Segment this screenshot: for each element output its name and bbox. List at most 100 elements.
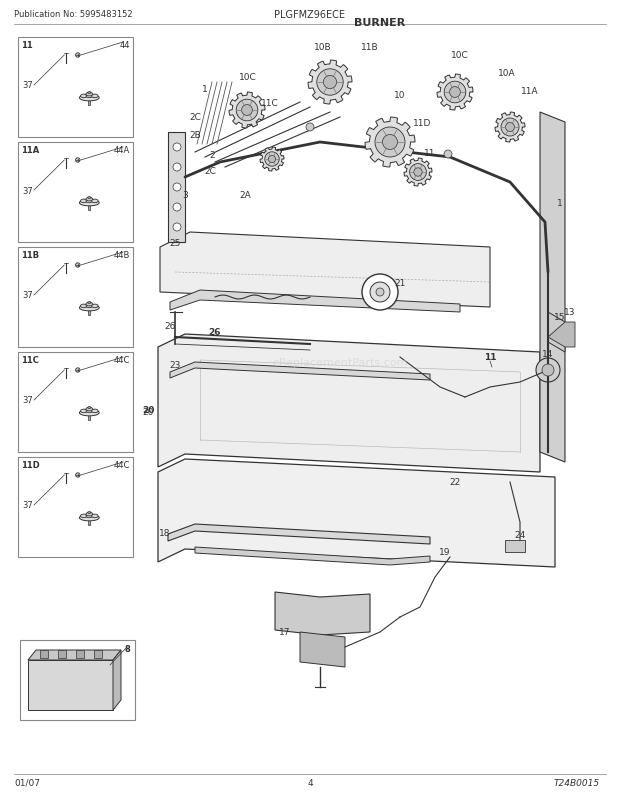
Text: 11D: 11D [21,460,40,469]
Text: 10B: 10B [314,43,332,52]
Ellipse shape [86,407,92,411]
Text: 13: 13 [564,308,576,317]
Polygon shape [308,61,352,105]
Bar [94,650,102,658]
Bar [58,650,66,658]
Circle shape [450,87,461,99]
Text: 11B: 11B [21,251,39,260]
Polygon shape [275,592,370,635]
Ellipse shape [79,306,99,311]
Text: 26: 26 [164,322,175,331]
Text: 44: 44 [120,41,130,50]
Bar [18,143,133,243]
Circle shape [76,54,80,58]
Ellipse shape [87,407,91,409]
Bar [40,650,48,658]
Circle shape [242,106,252,116]
Text: 15: 15 [554,313,565,322]
Circle shape [376,289,384,297]
Text: 11: 11 [424,148,436,157]
Polygon shape [195,547,430,565]
Circle shape [173,184,181,192]
Circle shape [76,368,80,373]
Circle shape [236,100,258,122]
Text: 4: 4 [307,778,313,787]
Text: eReplacementParts.com: eReplacementParts.com [272,358,408,367]
Polygon shape [158,460,555,567]
Text: 11: 11 [21,41,33,50]
Text: T24B0015: T24B0015 [554,778,600,787]
Bar [18,248,133,347]
Polygon shape [300,632,345,667]
Text: 2A: 2A [239,190,251,199]
Text: 11: 11 [484,353,496,362]
Polygon shape [170,363,430,380]
Ellipse shape [86,410,92,413]
Ellipse shape [81,95,87,99]
Circle shape [370,282,390,302]
Bar [76,650,84,658]
Text: 19: 19 [439,548,451,557]
Polygon shape [365,118,415,168]
Polygon shape [158,334,540,472]
Bar [88,204,91,211]
Text: 2: 2 [209,150,215,160]
Text: 37: 37 [22,396,33,405]
Ellipse shape [86,514,92,518]
Ellipse shape [92,305,98,308]
Text: 37: 37 [22,186,33,195]
Text: 10A: 10A [498,68,516,78]
Ellipse shape [86,305,92,308]
Polygon shape [404,159,432,187]
Text: 23: 23 [169,361,180,370]
Text: 24: 24 [515,530,526,539]
Circle shape [76,473,80,478]
Ellipse shape [81,410,87,413]
Circle shape [362,274,398,310]
Text: 18: 18 [159,528,170,537]
Circle shape [505,124,515,132]
Text: 17: 17 [279,628,291,637]
Circle shape [384,141,392,149]
Text: 11C: 11C [261,99,279,107]
Text: 11D: 11D [413,119,431,128]
Circle shape [317,70,343,96]
Text: 10: 10 [394,91,405,99]
Bar [88,308,91,315]
Circle shape [173,224,181,232]
Text: BURNER: BURNER [355,18,405,28]
Text: 37: 37 [22,81,33,91]
Text: 10C: 10C [451,51,469,59]
Text: 2B: 2B [189,131,201,140]
Ellipse shape [92,514,98,518]
Bar [505,541,525,553]
Polygon shape [229,93,265,129]
Ellipse shape [79,95,99,102]
Text: 26: 26 [209,328,221,337]
Ellipse shape [92,410,98,413]
Text: Publication No: 5995483152: Publication No: 5995483152 [14,10,133,19]
Circle shape [306,124,314,132]
Circle shape [173,204,181,212]
Text: 44C: 44C [113,355,130,365]
Text: 44B: 44B [113,251,130,260]
Text: 37: 37 [22,291,33,300]
Bar [28,660,113,710]
Text: 3: 3 [182,190,188,199]
Circle shape [76,159,80,163]
Polygon shape [160,233,490,308]
Bar [20,640,135,720]
Circle shape [173,164,181,172]
Bar [88,413,91,420]
Ellipse shape [81,305,87,308]
Bar [18,457,133,557]
Circle shape [383,136,397,150]
Ellipse shape [87,512,91,514]
Ellipse shape [86,303,92,306]
Text: 11B: 11B [361,43,379,52]
Bar [88,518,91,525]
Text: 44A: 44A [113,146,130,155]
Circle shape [444,82,466,103]
Text: 1: 1 [202,85,208,95]
Ellipse shape [86,95,92,99]
